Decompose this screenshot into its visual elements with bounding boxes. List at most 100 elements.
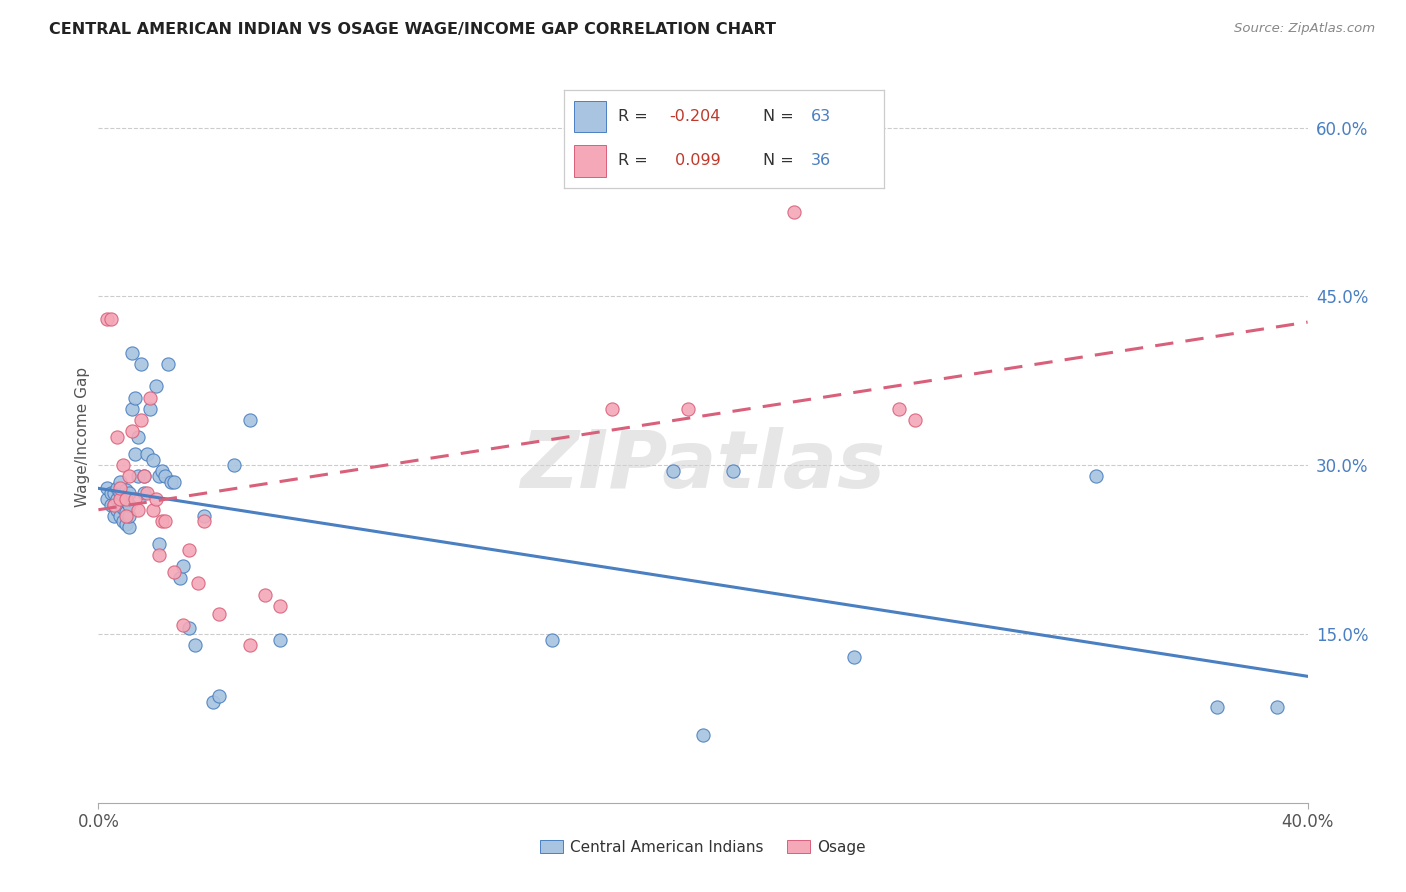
Point [118,508,141,523]
Point [844,649,866,664]
Point [124,491,146,506]
Point [114,491,136,506]
Point [96,312,118,326]
Point [150,515,173,529]
Point [118,486,141,500]
Point [108,481,131,495]
Point [540,632,562,647]
Point [114,506,136,520]
Point [111,500,134,515]
Point [132,469,155,483]
Point [202,694,225,708]
Point [172,618,194,632]
Point [118,469,141,483]
Point [179,542,201,557]
Point [156,357,179,371]
Point [111,490,134,504]
Point [100,498,122,512]
Point [153,515,176,529]
Point [269,632,291,647]
Point [108,486,131,500]
Legend: Central American Indians, Osage: Central American Indians, Osage [534,834,872,861]
Point [135,447,157,461]
Point [269,599,291,613]
Point [96,491,118,506]
Point [145,379,167,393]
Point [135,486,157,500]
Point [108,498,131,512]
Text: CENTRAL AMERICAN INDIAN VS OSAGE WAGE/INCOME GAP CORRELATION CHART: CENTRAL AMERICAN INDIAN VS OSAGE WAGE/IN… [49,22,776,37]
Point [111,515,134,529]
Point [1206,700,1229,714]
Point [163,565,186,579]
Point [193,508,215,523]
Point [124,391,146,405]
Point [904,413,927,427]
Point [105,481,128,495]
Point [103,486,125,500]
Point [124,447,146,461]
Point [153,469,176,483]
Point [105,503,128,517]
Point [208,607,231,621]
Point [139,401,162,416]
Point [118,498,141,512]
Point [193,515,215,529]
Point [121,425,143,439]
Point [172,559,194,574]
Point [139,391,162,405]
Point [108,508,131,523]
Point [148,469,170,483]
Point [142,503,165,517]
Point [179,621,201,635]
Point [150,464,173,478]
Point [187,576,209,591]
Point [100,486,122,500]
Point [127,430,149,444]
Point [108,475,131,489]
Point [114,483,136,497]
Point [114,516,136,531]
Point [114,494,136,508]
Point [127,469,149,483]
Point [108,491,131,506]
Point [239,638,262,652]
Text: Source: ZipAtlas.com: Source: ZipAtlas.com [1234,22,1375,36]
Point [145,491,167,506]
Point [121,345,143,359]
Point [783,205,806,219]
Point [148,537,170,551]
Point [142,452,165,467]
Point [692,728,714,742]
Point [118,520,141,534]
Point [103,508,125,523]
Point [239,413,262,427]
Point [160,475,183,489]
Point [100,312,122,326]
Point [111,458,134,473]
Point [132,469,155,483]
Point [96,481,118,495]
Point [121,401,143,416]
Point [889,401,911,416]
Point [224,458,246,473]
Point [184,638,207,652]
Point [148,548,170,562]
Point [163,475,186,489]
Point [661,464,683,478]
Point [129,357,152,371]
Point [676,401,699,416]
Point [253,588,276,602]
Point [602,401,624,416]
Point [1267,700,1289,714]
Y-axis label: Wage/Income Gap: Wage/Income Gap [75,367,90,508]
Point [129,413,152,427]
Point [105,430,128,444]
Point [103,498,125,512]
Point [114,508,136,523]
Point [105,491,128,506]
Point [208,689,231,703]
Point [132,486,155,500]
Text: ZIPatlas: ZIPatlas [520,427,886,506]
Point [723,464,745,478]
